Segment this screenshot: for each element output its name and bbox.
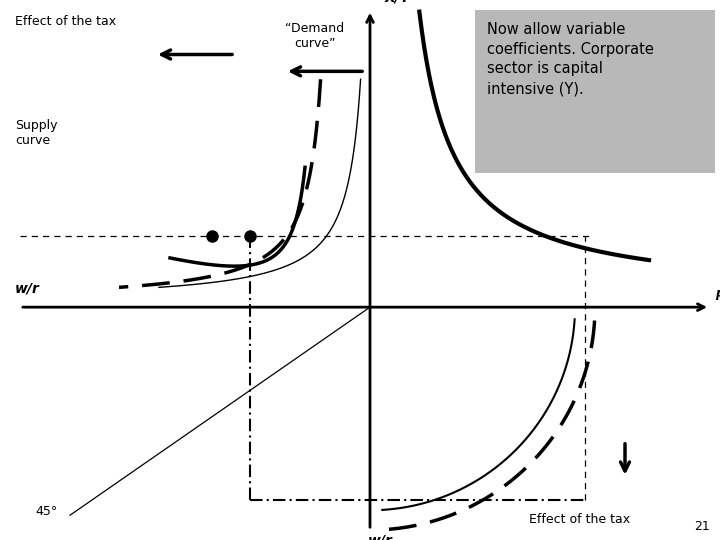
Text: 21: 21 [694,520,710,533]
Text: Effect of the tax: Effect of the tax [529,513,631,526]
Text: 45°: 45° [35,505,58,518]
Text: “Demand
curve”: “Demand curve” [285,22,345,50]
Text: Effect of the tax: Effect of the tax [15,15,116,28]
Text: Supply
curve: Supply curve [15,119,58,147]
Text: Now allow variable
coefficients. Corporate
sector is capital
intensive (Y).: Now allow variable coefficients. Corpora… [487,22,654,96]
Text: w/r: w/r [368,533,392,540]
Text: p$_X$/p$_Y$: p$_X$/p$_Y$ [715,286,720,302]
FancyBboxPatch shape [475,10,715,173]
Text: X/Y: X/Y [385,0,411,5]
Text: w/r: w/r [15,281,40,295]
